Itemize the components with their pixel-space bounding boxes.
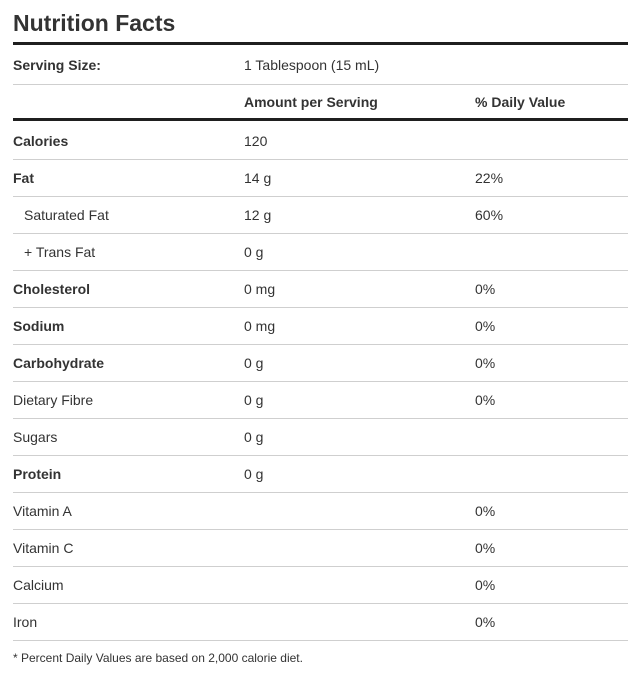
header-divider [13, 118, 628, 121]
nutrient-daily-value: 0% [475, 540, 496, 556]
nutrient-name: + Trans Fat [24, 244, 96, 260]
nutrient-daily-value: 22% [475, 170, 504, 186]
nutrient-name: Fat [13, 170, 34, 186]
nutrient-name: Dietary Fibre [13, 392, 94, 408]
row-divider [13, 233, 628, 234]
page-title: Nutrition Facts [13, 10, 176, 36]
nutrient-name: Carbohydrate [13, 355, 105, 371]
nutrient-daily-value: 0% [475, 355, 496, 371]
nutrient-name: Iron [13, 614, 38, 630]
row-divider [13, 529, 628, 530]
serving-divider [13, 84, 628, 85]
row-divider [13, 603, 628, 604]
nutrient-amount: 0 g [244, 466, 264, 482]
nutrient-name: Vitamin C [13, 540, 74, 556]
nutrient-daily-value: 0% [475, 577, 496, 593]
amount-per-serving-header: Amount per Serving [244, 94, 378, 110]
nutrient-daily-value: 0% [475, 503, 496, 519]
nutrient-name: Calcium [13, 577, 64, 593]
nutrient-daily-value: 0% [475, 392, 496, 408]
nutrient-name: Sugars [13, 429, 58, 445]
row-divider [13, 418, 628, 419]
nutrient-name: Calories [13, 133, 69, 149]
nutrient-amount: 0 mg [244, 281, 276, 297]
nutrient-name: Saturated Fat [24, 207, 109, 223]
footnote: * Percent Daily Values are based on 2,00… [13, 651, 303, 665]
serving-size-label: Serving Size: [13, 57, 101, 73]
nutrient-amount: 0 g [244, 244, 264, 260]
row-divider [13, 455, 628, 456]
nutrient-daily-value: 0% [475, 614, 496, 630]
row-divider [13, 307, 628, 308]
row-divider [13, 159, 628, 160]
nutrient-name: Cholesterol [13, 281, 91, 297]
row-divider [13, 566, 628, 567]
nutrient-amount: 0 g [244, 355, 264, 371]
nutrient-daily-value: 0% [475, 318, 496, 334]
nutrient-amount: 0 mg [244, 318, 276, 334]
title-divider [13, 42, 628, 45]
table-bottom-divider [13, 640, 628, 641]
nutrient-name: Protein [13, 466, 62, 482]
nutrient-name: Sodium [13, 318, 65, 334]
row-divider [13, 492, 628, 493]
row-divider [13, 270, 628, 271]
nutrient-amount: 14 g [244, 170, 272, 186]
nutrient-name: Vitamin A [13, 503, 72, 519]
row-divider [13, 344, 628, 345]
nutrient-daily-value: 0% [475, 281, 496, 297]
row-divider [13, 196, 628, 197]
nutrient-amount: 120 [244, 133, 268, 149]
row-divider [13, 381, 628, 382]
serving-size-value: 1 Tablespoon (15 mL) [244, 57, 380, 73]
nutrient-amount: 0 g [244, 392, 264, 408]
nutrient-daily-value: 60% [475, 207, 504, 223]
nutrient-amount: 0 g [244, 429, 264, 445]
nutrient-amount: 12 g [244, 207, 272, 223]
daily-value-header: % Daily Value [475, 94, 566, 110]
